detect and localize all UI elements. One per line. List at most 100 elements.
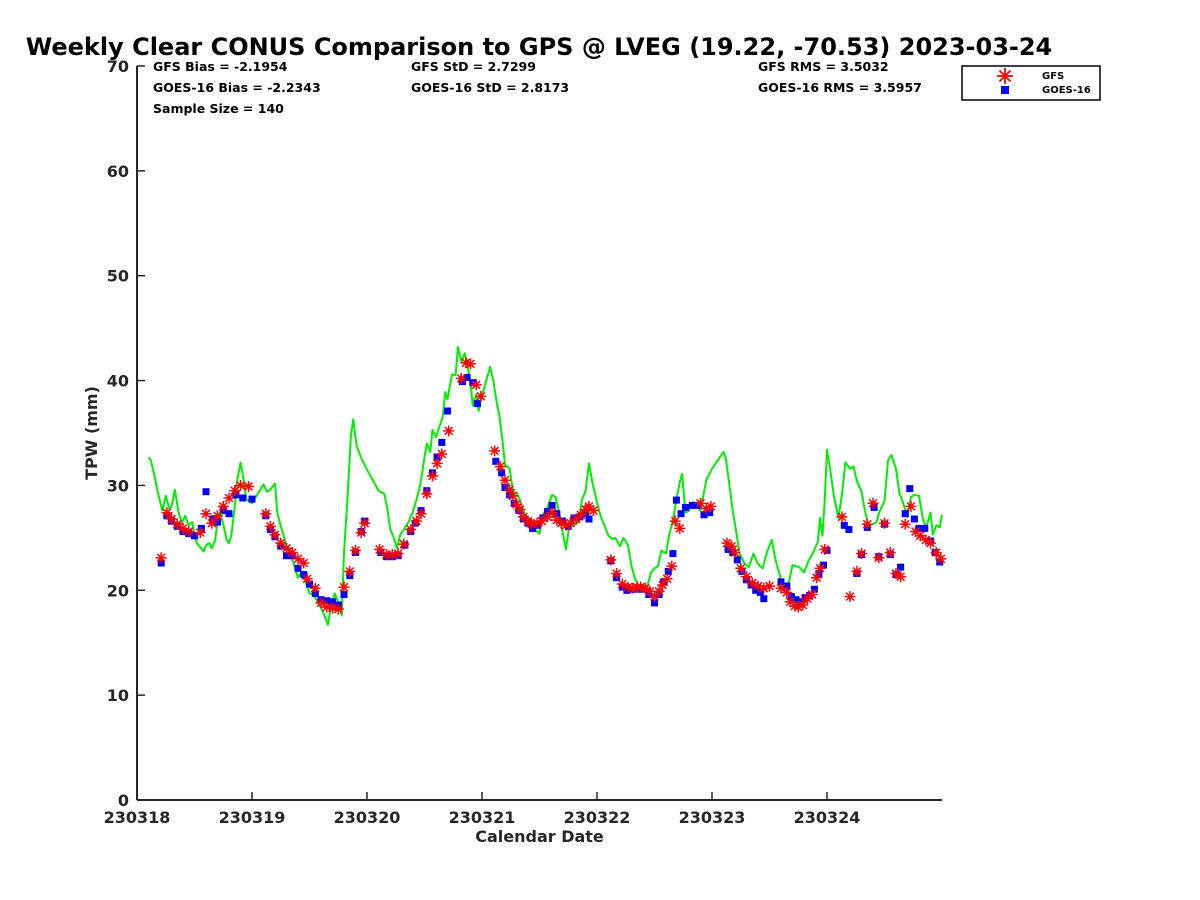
gfs-point [212,510,223,522]
goes16-point [306,580,313,588]
goes16-point [377,549,385,556]
goes16-point [810,585,818,593]
goes16-point [623,586,631,594]
goes16-point [700,511,708,519]
gfs-point [811,572,823,584]
goes16-point [548,501,556,509]
x-tick-label: 230319 [219,808,286,827]
y-tick-label: 0 [118,791,129,810]
y-tick-label: 30 [107,476,129,495]
gfs-point [392,548,404,560]
goes16-point [498,469,506,477]
gfs-point [374,543,386,555]
gfs-point [905,500,917,512]
gfs-point [935,553,947,565]
gfs-point [475,390,487,402]
goes16-point [529,524,537,532]
gfs-point [851,565,863,577]
goes-bias-text: GOES-16 Bias = -2.2343 [153,80,321,95]
goes16-point [672,496,680,504]
axes: 0 10 20 30 40 50 60 70 230318 230319 230320 230321 2… [82,57,942,846]
gfs-rms-text: GFS RMS = 3.5032 [758,59,889,74]
goes16-point [815,570,823,577]
gfs-point [666,560,678,572]
goes16-point [329,598,336,606]
gfs-point [315,597,327,609]
chart-title: Weekly Clear CONUS Comparison to GPS @ L… [26,33,1053,61]
gfs-point [861,518,873,530]
goes16-point [738,567,746,575]
gfs-point [260,508,272,520]
gfs-point [359,517,371,529]
goes16-point [840,521,848,529]
goes16-point [433,453,441,461]
gfs-point [415,508,427,520]
goes16-point [539,514,547,522]
gfs-point [674,522,686,534]
goes16-point [510,499,518,507]
gfs-point [895,571,907,583]
goes-rms-text: GOES-16 RMS = 3.5957 [758,80,922,95]
y-axis-label: TPW (mm) [82,386,101,480]
goes16-point [283,552,290,560]
gfs-point [494,461,506,473]
goes16-point [645,591,653,598]
y-tick-label: 70 [107,57,129,76]
goes16-point [845,526,853,533]
gfs-point [206,517,218,529]
y-tick-label: 20 [107,581,129,600]
gfs-point [565,517,577,529]
gfs-point [588,505,600,517]
goes16-point [232,491,240,499]
y-tick-label: 50 [107,267,129,286]
goes16-point [921,524,929,532]
goes16-point [458,378,466,386]
x-tick-label: 230320 [334,808,401,827]
gfs-point [899,518,911,530]
gfs-point [873,552,885,564]
gfs-point [235,479,246,491]
goes16-point [787,593,795,601]
gfs-point [814,562,826,574]
gfs-point [867,497,879,509]
gfs-series [155,357,947,615]
gfs-point [264,520,276,532]
gfs-point [611,568,623,580]
gfs-point [781,586,793,598]
legend: GFS GOES-16 [961,65,1101,101]
gfs-point [605,554,617,566]
gfs-point [470,379,482,391]
gfs-point [427,470,439,482]
goes16-point [936,558,944,566]
gfs-point [183,526,195,538]
gfs-point [879,517,890,529]
gfs-point [405,523,417,535]
gfs-point [338,581,350,593]
goes16-point [752,586,760,594]
goes16-point [553,510,561,518]
gfs-point [797,599,809,611]
gfs-point [200,508,212,520]
gfs-point [856,548,867,560]
goes16-point [501,484,509,491]
gps-line-series [147,346,943,626]
goes16-point [801,594,809,602]
gfs-point [735,562,747,574]
gfs-point [243,480,255,492]
gfs-point [555,517,567,529]
gfs-point [489,445,501,457]
x-tick-label: 230318 [104,808,171,827]
gfs-point [223,492,235,504]
gfs-point [350,544,361,556]
legend-goes16-label: GOES-16 [1042,85,1091,96]
gfs-point [930,547,942,559]
gfs-point [669,515,681,527]
goes16-point [209,515,217,523]
gfs-point [301,573,313,585]
gfs-point [217,500,229,512]
goes16-point [677,510,685,518]
goes16-point [792,596,800,604]
goes16-point [664,567,672,575]
y-tick-label: 40 [107,372,129,391]
goes16-point [473,400,481,408]
